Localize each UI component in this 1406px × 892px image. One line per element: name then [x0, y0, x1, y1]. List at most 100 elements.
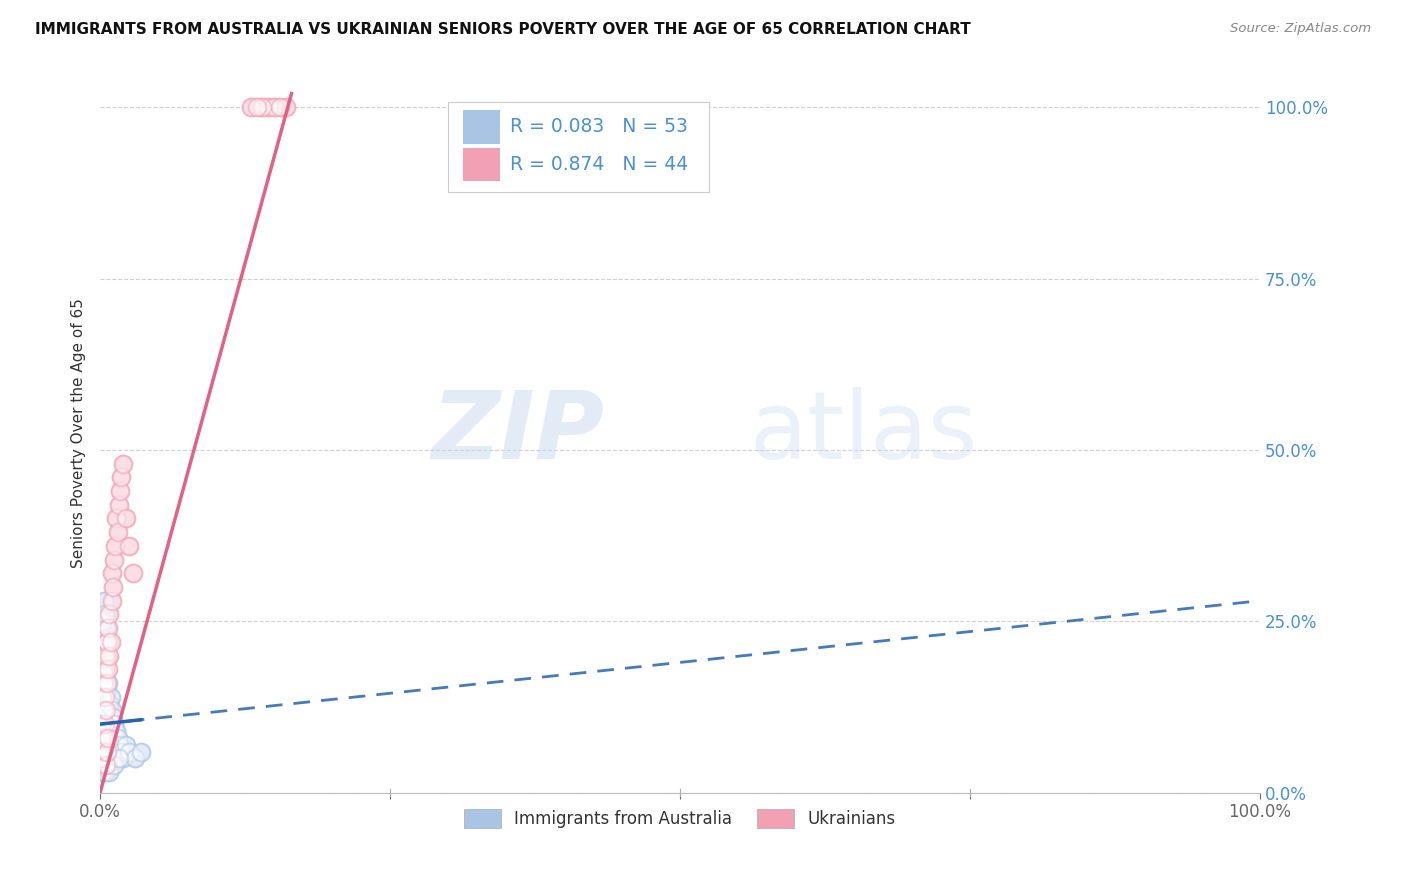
Point — [100, 723, 122, 738]
Text: IMMIGRANTS FROM AUSTRALIA VS UKRAINIAN SENIORS POVERTY OVER THE AGE OF 65 CORREL: IMMIGRANTS FROM AUSTRALIA VS UKRAINIAN S… — [35, 22, 972, 37]
Point — [97, 731, 120, 745]
Point — [94, 607, 117, 622]
Point — [94, 690, 117, 704]
Point — [91, 690, 114, 704]
Point — [97, 731, 120, 745]
Point — [90, 731, 112, 745]
Point — [103, 731, 125, 745]
Point — [94, 682, 117, 697]
Point — [100, 717, 122, 731]
Point — [90, 635, 112, 649]
Point — [246, 100, 269, 114]
Point — [94, 717, 117, 731]
Point — [118, 539, 141, 553]
Point — [94, 607, 117, 622]
Point — [112, 751, 135, 765]
Text: R = 0.874   N = 44: R = 0.874 N = 44 — [509, 155, 688, 174]
Point — [91, 697, 114, 711]
Text: atlas: atlas — [749, 387, 977, 479]
Point — [103, 758, 125, 772]
Point — [105, 723, 128, 738]
Point — [252, 100, 274, 114]
Point — [94, 682, 117, 697]
Point — [93, 703, 115, 717]
Point — [263, 100, 285, 114]
Point — [97, 662, 120, 676]
Point — [112, 457, 135, 471]
Point — [101, 580, 124, 594]
Point — [129, 745, 152, 759]
Point — [93, 703, 115, 717]
Point — [108, 484, 131, 499]
Point — [110, 470, 132, 484]
Point — [94, 621, 117, 635]
Point — [90, 751, 112, 765]
Point — [110, 470, 132, 484]
Point — [98, 648, 121, 663]
Point — [96, 635, 118, 649]
Point — [107, 498, 129, 512]
Point — [100, 635, 122, 649]
Point — [93, 758, 115, 772]
Point — [118, 745, 141, 759]
Point — [98, 697, 121, 711]
Point — [100, 690, 122, 704]
Point — [94, 758, 117, 772]
Point — [103, 758, 125, 772]
Point — [98, 607, 121, 622]
Point — [96, 745, 118, 759]
Point — [100, 690, 122, 704]
Point — [107, 738, 129, 752]
Point — [100, 717, 122, 731]
Point — [93, 731, 115, 745]
Point — [100, 566, 122, 581]
Point — [105, 511, 128, 525]
Point — [91, 690, 114, 704]
Point — [93, 648, 115, 663]
Point — [94, 758, 117, 772]
Point — [98, 710, 121, 724]
Point — [114, 738, 136, 752]
Point — [94, 669, 117, 683]
Point — [269, 100, 291, 114]
Point — [129, 745, 152, 759]
Point — [94, 717, 117, 731]
Point — [274, 100, 297, 114]
Point — [98, 765, 121, 780]
Text: Source: ZipAtlas.com: Source: ZipAtlas.com — [1230, 22, 1371, 36]
Point — [93, 745, 115, 759]
Point — [97, 676, 120, 690]
Point — [257, 100, 280, 114]
Point — [93, 676, 115, 690]
Point — [100, 635, 122, 649]
Point — [100, 703, 122, 717]
Point — [96, 723, 118, 738]
Point — [94, 690, 117, 704]
Point — [103, 717, 125, 731]
Point — [94, 751, 117, 765]
FancyBboxPatch shape — [463, 111, 501, 144]
Point — [91, 615, 114, 629]
Point — [97, 731, 120, 745]
Point — [103, 552, 125, 566]
Point — [246, 100, 269, 114]
Point — [94, 703, 117, 717]
Point — [90, 751, 112, 765]
Point — [91, 717, 114, 731]
Point — [118, 745, 141, 759]
Point — [91, 697, 114, 711]
Point — [97, 731, 120, 745]
Point — [94, 669, 117, 683]
Point — [96, 723, 118, 738]
Point — [110, 745, 132, 759]
Point — [91, 615, 114, 629]
Point — [91, 765, 114, 780]
Text: R = 0.083   N = 53: R = 0.083 N = 53 — [509, 118, 688, 136]
Point — [94, 765, 117, 780]
Point — [91, 662, 114, 676]
Point — [105, 723, 128, 738]
Point — [93, 676, 115, 690]
Point — [94, 662, 117, 676]
Point — [94, 690, 117, 704]
Point — [110, 745, 132, 759]
